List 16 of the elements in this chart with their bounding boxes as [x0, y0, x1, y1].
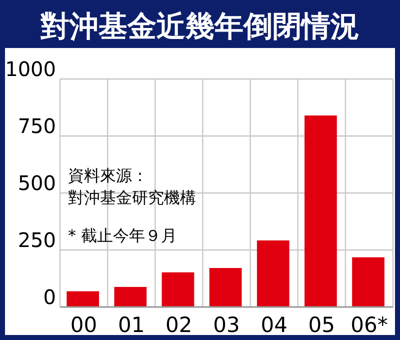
chart-title: 對沖基金近幾年倒閉情況	[40, 9, 360, 43]
x-tick-label: 03	[213, 313, 240, 337]
x-tick-label: 02	[166, 313, 192, 337]
annotation: 資料來源：	[68, 166, 148, 185]
x-tick-label: 05	[308, 313, 336, 337]
x-tick-label: 00	[70, 313, 98, 337]
x-tick-label: 06*	[350, 313, 388, 337]
y-tick-label: 1000	[5, 57, 56, 81]
y-tick-label: 250	[18, 228, 56, 252]
annotation: * 截止今年９月	[68, 226, 178, 245]
x-tick-label: 04	[260, 313, 288, 337]
y-tick-label: 0	[43, 285, 56, 309]
y-tick-label: 750	[18, 114, 56, 138]
y-tick-label: 500	[18, 171, 56, 195]
annotation: 對沖基金研究機構	[68, 188, 196, 207]
x-tick-label: 01	[118, 313, 145, 337]
